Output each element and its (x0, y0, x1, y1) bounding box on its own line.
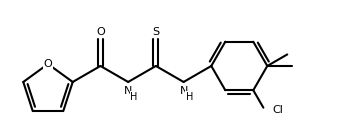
Text: N: N (124, 86, 132, 96)
Text: O: O (96, 27, 105, 37)
Text: Cl: Cl (272, 105, 283, 115)
Text: O: O (44, 59, 52, 69)
Text: S: S (152, 27, 159, 37)
Text: N: N (179, 86, 188, 96)
Text: H: H (186, 92, 193, 102)
Text: H: H (130, 92, 138, 102)
